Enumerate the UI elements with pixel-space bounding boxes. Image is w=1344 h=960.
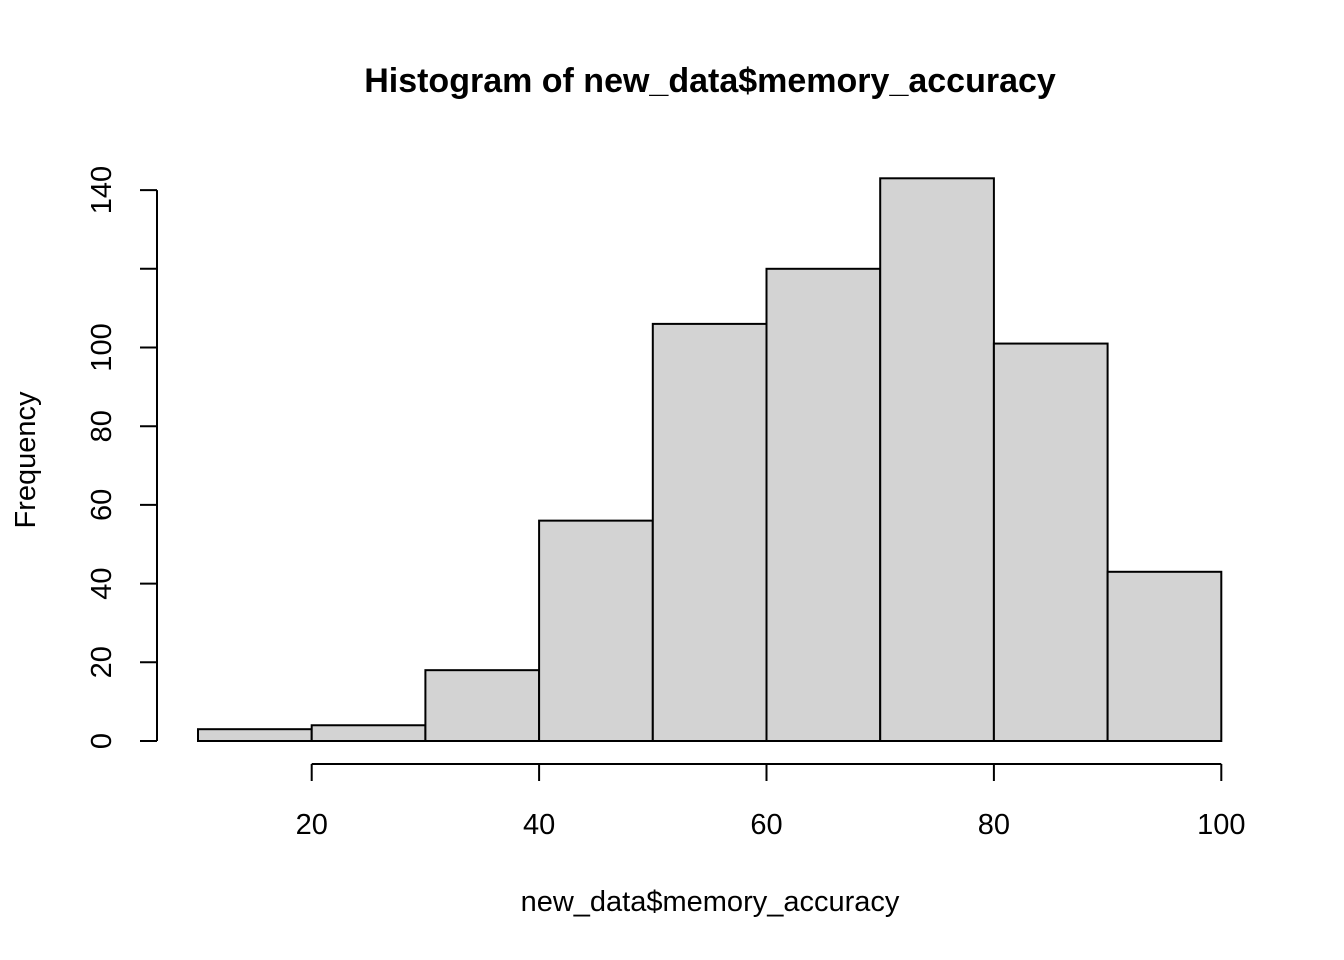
- chart-title: Histogram of new_data$memory_accuracy: [364, 62, 1056, 100]
- x-tick-label: 60: [750, 809, 782, 841]
- x-tick-label: 40: [523, 809, 555, 841]
- histogram-bar: [1106, 570, 1223, 742]
- y-tick-label: 40: [86, 567, 118, 599]
- histogram-bar: [879, 177, 995, 743]
- x-tick-label: 20: [296, 809, 328, 841]
- histogram-bar: [765, 267, 882, 742]
- histogram-bar: [197, 728, 313, 743]
- y-axis: 0 20 40 60 80 100 140: [86, 166, 158, 749]
- y-axis-label: Frequency: [10, 391, 42, 529]
- y-tick-label: 100: [86, 323, 118, 371]
- bars-group: [197, 177, 1223, 743]
- y-tick-label: 0: [86, 733, 118, 749]
- x-tick-label: 80: [978, 809, 1010, 841]
- histogram-bar: [538, 519, 654, 743]
- x-axis: 20 40 60 80 100: [296, 763, 1245, 841]
- y-tick-label: 140: [86, 166, 118, 214]
- histogram-bar: [424, 669, 541, 742]
- y-tick-label: 80: [86, 410, 118, 442]
- histogram-bar: [651, 322, 768, 742]
- histogram-bar: [310, 724, 427, 743]
- y-tick-label: 60: [86, 489, 118, 521]
- y-tick-label: 20: [86, 646, 118, 678]
- x-tick-label: 100: [1197, 809, 1245, 841]
- histogram-bar: [992, 342, 1109, 742]
- x-axis-label: new_data$memory_accuracy: [521, 886, 900, 918]
